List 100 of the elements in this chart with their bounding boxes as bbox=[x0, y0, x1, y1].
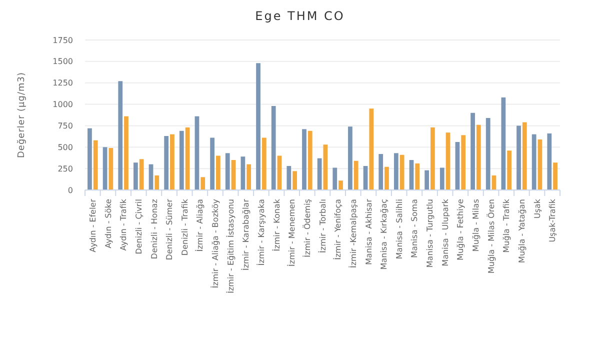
x-tick-label: İzmir - Ödemiş bbox=[302, 199, 312, 258]
x-tick-label: Manisa - Ulupark bbox=[440, 198, 450, 266]
bar bbox=[501, 97, 506, 190]
bar bbox=[470, 112, 475, 190]
y-tick-label: 750 bbox=[58, 122, 73, 131]
bar bbox=[394, 153, 398, 190]
x-tick-label: Denizli - Çivril bbox=[134, 199, 144, 254]
x-tick-label: Manisa - Akhisar bbox=[364, 198, 374, 265]
bar bbox=[102, 147, 108, 190]
bar bbox=[522, 122, 527, 190]
bar bbox=[486, 118, 490, 190]
bar bbox=[225, 153, 230, 190]
bar bbox=[440, 168, 444, 190]
bar bbox=[424, 170, 430, 190]
x-tick-label: Manisa - Soma bbox=[410, 198, 420, 258]
x-tick-label: Muğla - Milas Ören bbox=[486, 199, 496, 274]
x-tick-label: Denizli - Trafik bbox=[180, 198, 190, 256]
bar bbox=[547, 133, 552, 190]
y-tick-label: 500 bbox=[58, 142, 73, 152]
bar bbox=[332, 168, 338, 190]
bar bbox=[455, 142, 460, 190]
x-tick-label: Denizli - Sümer bbox=[165, 198, 174, 260]
x-tick-label: İzmir - Menemen bbox=[286, 199, 297, 266]
x-tick-label: Muğla - Fethiye bbox=[456, 198, 466, 260]
x-tick-label: Muğla - Trafik bbox=[502, 198, 512, 253]
x-tick-label: Aydın - Söke bbox=[104, 198, 113, 248]
bar bbox=[246, 164, 252, 190]
bar bbox=[271, 106, 276, 190]
x-tick-label: İzmir - Karşıyaka bbox=[256, 198, 266, 266]
y-axis-title: Değerler (µg/m3) bbox=[16, 72, 27, 158]
bar bbox=[88, 128, 92, 190]
x-tick-label: İzmir - Aliağa bbox=[194, 198, 205, 252]
bar bbox=[507, 150, 512, 190]
bar bbox=[302, 129, 306, 190]
bar bbox=[415, 163, 420, 190]
x-tick-label: Manisa - Turgutlu bbox=[426, 199, 435, 268]
x-tick-label: Aydın - Efeler bbox=[88, 198, 98, 252]
chart-title: Ege THM CO bbox=[255, 9, 345, 23]
bar bbox=[354, 160, 358, 190]
x-tick-label: İzmir - Eğitim İstasyonu bbox=[225, 199, 236, 294]
bar bbox=[384, 166, 389, 190]
bar bbox=[170, 134, 174, 190]
bar bbox=[216, 156, 220, 190]
bar bbox=[409, 160, 414, 190]
bar bbox=[93, 140, 98, 190]
x-tick-label: İzmir - Konak bbox=[271, 198, 282, 252]
x-tick-label: Muğla - Yatağan bbox=[517, 199, 526, 263]
y-tick-label: 1250 bbox=[52, 78, 73, 88]
bar bbox=[256, 63, 260, 190]
x-tick-label: İzmir - Torbalı bbox=[317, 199, 328, 253]
bar bbox=[200, 177, 206, 190]
bar bbox=[164, 136, 169, 190]
bar bbox=[317, 158, 322, 190]
x-tick-label: İzmir - Aliağa - Bozköy bbox=[210, 198, 220, 288]
y-tick-label: 1000 bbox=[52, 100, 73, 110]
x-tick-label: İzmir - Karabağlar bbox=[240, 198, 251, 271]
bar bbox=[363, 166, 368, 190]
y-tick-label: 1500 bbox=[52, 57, 73, 66]
bar bbox=[240, 156, 246, 190]
bar bbox=[430, 127, 435, 190]
y-tick-label: 1750 bbox=[52, 36, 73, 45]
y-tick-label: 250 bbox=[58, 164, 73, 174]
bar bbox=[476, 124, 481, 190]
bar bbox=[179, 130, 184, 190]
bar bbox=[369, 108, 374, 190]
bar bbox=[139, 159, 144, 190]
bar bbox=[516, 126, 521, 190]
bar bbox=[262, 138, 266, 190]
bar bbox=[185, 127, 190, 190]
bar bbox=[378, 154, 384, 190]
x-tick-label: Manisa - Salihli bbox=[394, 199, 404, 260]
bar bbox=[323, 144, 328, 190]
bar bbox=[286, 166, 292, 190]
x-tick-label: İzmir -Kemalpaşa bbox=[348, 198, 358, 268]
bar bbox=[194, 116, 200, 190]
x-tick-label: İzmir - Yenifoça bbox=[332, 198, 343, 260]
x-tick-label: Aydın - Trafik bbox=[119, 198, 128, 251]
bar bbox=[124, 116, 128, 190]
bar bbox=[338, 180, 343, 190]
bar bbox=[553, 162, 558, 190]
x-tick-label: Uşak-Trafik bbox=[548, 198, 558, 242]
bar bbox=[446, 132, 450, 190]
x-tick-label: Manisa - Kırkağaç bbox=[380, 199, 389, 270]
bar bbox=[348, 126, 352, 190]
bar bbox=[400, 154, 404, 190]
bar bbox=[532, 134, 536, 190]
bar bbox=[134, 162, 138, 190]
y-tick-label: 0 bbox=[68, 186, 73, 195]
bar bbox=[461, 135, 466, 190]
bar bbox=[292, 171, 297, 190]
bar bbox=[154, 175, 160, 190]
x-tick-label: Denizli - Honaz bbox=[150, 199, 159, 260]
bar bbox=[538, 139, 542, 190]
bar bbox=[231, 160, 236, 190]
bar bbox=[118, 81, 123, 190]
x-tick-label: Uşak bbox=[532, 198, 542, 219]
bar bbox=[277, 156, 282, 190]
x-tick-label: Muğla - Milas bbox=[472, 199, 481, 252]
bar bbox=[108, 148, 114, 190]
bar bbox=[308, 130, 312, 190]
